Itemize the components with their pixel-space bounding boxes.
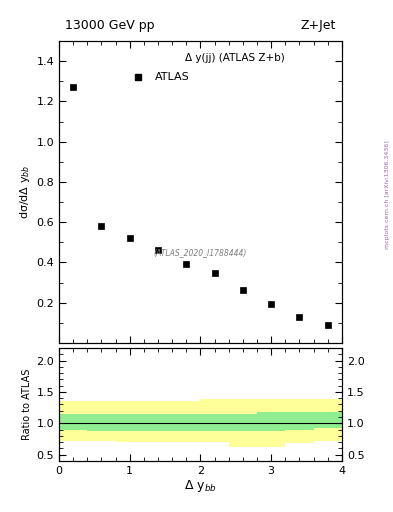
Text: Δ y(jj) (ATLAS Z+b): Δ y(jj) (ATLAS Z+b) [184, 53, 284, 63]
Text: Z+Jet: Z+Jet [301, 19, 336, 32]
Text: (ATLAS_2020_I1788444): (ATLAS_2020_I1788444) [154, 248, 247, 257]
Y-axis label: dσ/dΔ y$_{bb}$: dσ/dΔ y$_{bb}$ [18, 165, 32, 219]
Y-axis label: Ratio to ATLAS: Ratio to ATLAS [22, 369, 32, 440]
X-axis label: Δ y$_{bb}$: Δ y$_{bb}$ [184, 478, 217, 495]
Text: 13000 GeV pp: 13000 GeV pp [64, 19, 154, 32]
Text: mcplots.cern.ch [arXiv:1306.3436]: mcplots.cern.ch [arXiv:1306.3436] [385, 140, 390, 249]
Text: ATLAS: ATLAS [155, 72, 190, 82]
